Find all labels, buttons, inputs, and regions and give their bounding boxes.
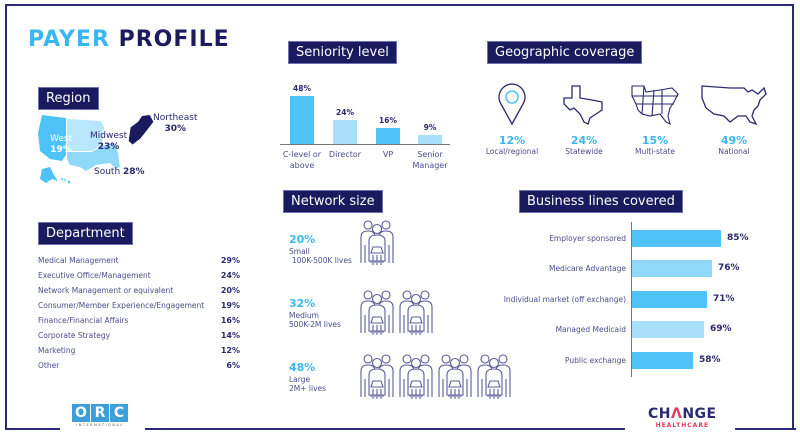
business-row-medicaid: Managed Medicaid 69%	[490, 319, 732, 339]
business-row-employer: Employer sponsored 85%	[490, 228, 749, 248]
people-group-icon	[360, 220, 394, 266]
network-small-people	[358, 217, 396, 267]
region-header: Region	[38, 87, 99, 110]
people-group-icon	[399, 354, 433, 400]
people-group-icon	[360, 354, 394, 400]
department-row: Medical Management 29%	[38, 256, 240, 265]
seniority-bar-vp: 16%	[376, 116, 400, 144]
seniority-label: C-level or above	[282, 150, 322, 170]
geo-item-multi-state: 15% Multi-state	[615, 82, 695, 156]
region-south-label: South 28%	[94, 167, 145, 177]
seniority-bar-c-level: 48%	[290, 84, 314, 144]
department-row: Finance/Financial Affairs 16%	[38, 316, 240, 325]
seniority-axis	[280, 144, 450, 145]
seniority-label: Director	[328, 150, 362, 159]
geo-item-national: 49% National	[694, 82, 774, 156]
business-header: Business lines covered	[519, 190, 683, 213]
frame-bottom-middle	[145, 428, 625, 430]
region-west-label: West 19%	[50, 134, 73, 155]
geo-item-statewide: 24% Statewide	[544, 82, 624, 156]
seniority-label: VP	[382, 150, 394, 159]
frame-bottom-left	[5, 428, 60, 430]
department-row: Corporate Strategy 14%	[38, 331, 240, 340]
region-midwest-label: Midwest 23%	[90, 131, 128, 152]
map-pin-icon	[498, 83, 526, 126]
department-list: Medical Management 29% Executive Office/M…	[38, 253, 240, 373]
people-group-icon	[438, 354, 472, 400]
outer-frame	[5, 4, 794, 430]
business-row-public-exchange: Public exchange 58%	[490, 350, 721, 370]
network-medium-people	[358, 287, 435, 337]
seniority-chart: 48% 24% 16% 9% C-level or above Director…	[280, 78, 455, 178]
department-row: Other 6%	[38, 361, 240, 370]
usa-map-icon	[701, 85, 767, 126]
geographic-header: Geographic coverage	[487, 41, 643, 64]
seniority-header: Seniority level	[288, 41, 397, 64]
page-title: PAYER PROFILE	[28, 27, 230, 52]
network-medium-text: 32% Medium 500K-2M lives	[289, 297, 341, 329]
us-region-map	[38, 115, 154, 184]
department-row: Marketing 12%	[38, 346, 240, 355]
network-large-text: 48% Large 2M+ lives	[289, 361, 327, 393]
network-small-text: 20% Small 100K-500K lives	[289, 233, 352, 265]
department-row: Network Management or equivalent 20%	[38, 286, 240, 295]
region-northeast-label: Northeast 30%	[153, 113, 198, 134]
business-axis	[631, 222, 632, 377]
seniority-bar-director: 24%	[333, 108, 357, 144]
seniority-label: Senior Manager	[412, 150, 448, 170]
people-group-icon	[399, 290, 433, 336]
people-group-icon	[360, 290, 394, 336]
frame-bottom-right	[735, 428, 796, 430]
department-row: Executive Office/Management 24%	[38, 271, 240, 280]
geo-item-local: 12% Local/regional	[472, 82, 552, 156]
department-row: Consumer/Member Experience/Engagement 19%	[38, 301, 240, 310]
change-healthcare-logo: CHΛNGE HEALTHCARE	[648, 406, 717, 429]
seniority-bar-senior-manager: 9%	[418, 123, 442, 144]
department-header: Department	[38, 222, 133, 245]
business-row-individual: Individual market (off exchange) 71%	[490, 289, 735, 309]
business-row-medicare: Medicare Advantage 76%	[490, 258, 740, 278]
network-header: Network size	[283, 190, 383, 213]
multi-state-map-icon	[631, 85, 679, 126]
texas-icon	[563, 85, 603, 125]
